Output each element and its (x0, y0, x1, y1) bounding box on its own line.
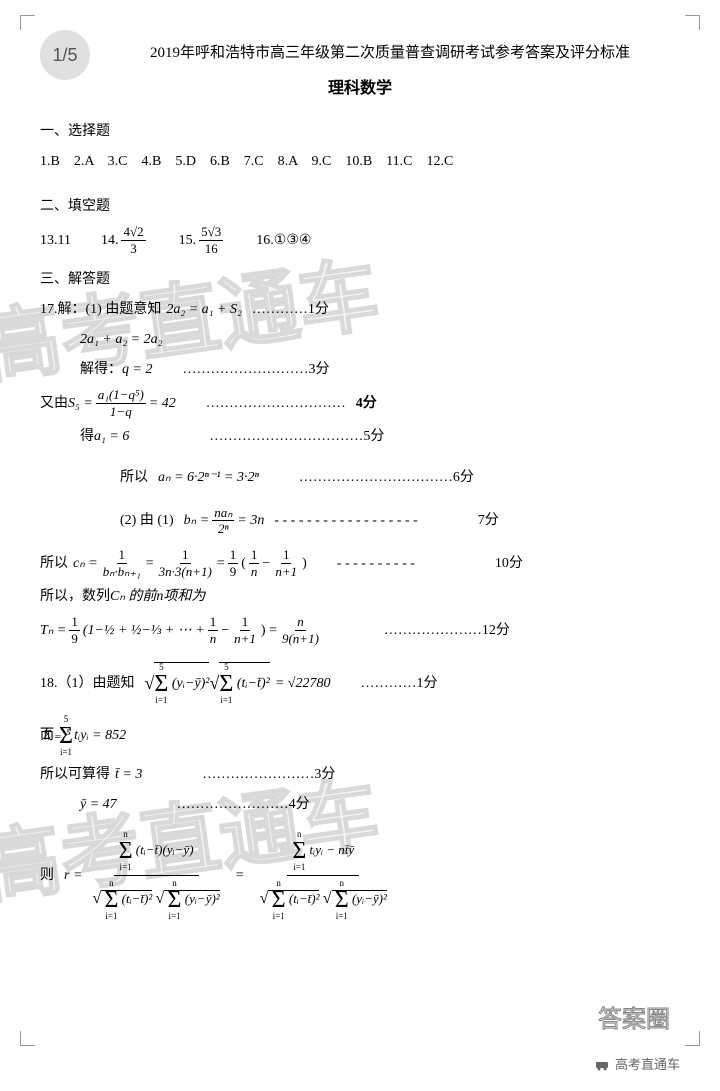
fraction: 1 n+1 (273, 547, 299, 579)
section-heading: 一、选择题 (40, 119, 680, 144)
q17-line: 所以 cₙ = 1 bₙ·bₙ₊₁ = 1 3n·3(n+1) = 1 9 ( … (40, 547, 680, 579)
q18-line: 则 r = nΣi=1 (tᵢ−t̄)(yᵢ−ȳ) √ nΣi=1 (tᵢ−t̄… (40, 827, 680, 924)
fraction: n 9(n+1) (280, 614, 321, 646)
fill-14: 14. 4√2 3 (101, 224, 149, 256)
q17-line: 所以 aₙ = 6·2ⁿ⁻¹ = 3·2ⁿ ……………………………6分 (120, 465, 680, 490)
answer-badge: 答案圈 (598, 998, 670, 1041)
corner-decoration (685, 1031, 700, 1046)
fill-13: 13.11 (40, 228, 71, 253)
fraction: 1 9 (69, 614, 80, 646)
footer-text: 高考直通车 (615, 1053, 680, 1076)
q17-line: (2) 由 (1) bₙ = naₙ 2ⁿ = 3n - - - - - - -… (120, 505, 680, 537)
section-heading: 三、解答题 (40, 267, 680, 292)
fraction: 1 n (208, 614, 219, 646)
document-subtitle: 理科数学 (40, 75, 680, 104)
fraction: naₙ 2ⁿ (212, 505, 234, 537)
car-icon (594, 1056, 610, 1072)
corner-decoration (20, 15, 35, 30)
q17-line: 17.解：(1) 由题意知 2a₂ = a₁ + S₂ …………1分 (40, 297, 680, 322)
fraction: 5√3 16 (199, 224, 223, 256)
section-heading: 二、填空题 (40, 194, 680, 219)
fraction: 1 bₙ·bₙ₊₁ (101, 547, 143, 579)
multiple-choice-answers: 1.B 2.A 3.C 4.B 5.D 6.B 7.C 8.A 9.C 10.B… (40, 149, 680, 174)
fraction: a₁(1−q⁵) 1−q (96, 387, 146, 419)
fill-16: 16.①③④ (256, 228, 311, 253)
q18-line: ȳ = 47 ……………………4分 (80, 792, 680, 817)
q17-line: 又由 S₅ = a₁(1−q⁵) 1−q = 42 ………………………… 4分 (40, 387, 680, 419)
fraction: 4√2 3 (121, 224, 145, 256)
fill-15: 15. 5√3 16 (179, 224, 227, 256)
q17-line: 所以，数列 Cₙ 的前n项和为 (40, 584, 680, 609)
fraction: 1 3n·3(n+1) (157, 547, 214, 579)
q17-line: 2a₁ + a₂ = 2a₂ (80, 327, 680, 352)
q17-line: 得 a₁ = 6 ……………………………5分 (80, 424, 680, 449)
corner-decoration (685, 15, 700, 30)
corner-decoration (20, 1031, 35, 1046)
fraction: 1 n+1 (232, 614, 258, 646)
fraction: nΣi=1 (tᵢ−t̄)(yᵢ−ȳ) √ nΣi=1 (tᵢ−t̄)² √ n… (87, 827, 224, 924)
document-title: 2019年呼和浩特市高三年级第二次质量普查调研考试参考答案及评分标准 (100, 40, 680, 67)
q18-line: 而 5Σi=1 Σᵢ₌₁⁵ tᵢyᵢ = 852 (40, 715, 680, 757)
fraction: 1 n (249, 547, 260, 579)
footer-logo: 高考直通车 (594, 1053, 680, 1076)
fraction: nΣi=1 tᵢyᵢ − nt̄ȳ √ nΣi=1 (tᵢ−t̄)² √ nΣi… (255, 827, 392, 924)
q18-line: 所以可算得 t̄ = 3 ……………………3分 (40, 762, 680, 787)
fill-blank-answers: 13.11 14. 4√2 3 15. 5√3 16 16.①③④ (40, 224, 680, 256)
fraction: 1 9 (228, 547, 239, 579)
q17-line: Tₙ = 1 9 (1−½ + ½−⅓ + ⋯ + 1 n − 1 n+1 ) … (40, 614, 680, 646)
q18-line: 18.（1）由题知 √ 5Σi=1 (yᵢ−ȳ)² √ 5Σi=1 (tᵢ−t̄… (40, 662, 680, 705)
q17-line: 解得： q = 2 ………………………3分 (80, 357, 680, 382)
